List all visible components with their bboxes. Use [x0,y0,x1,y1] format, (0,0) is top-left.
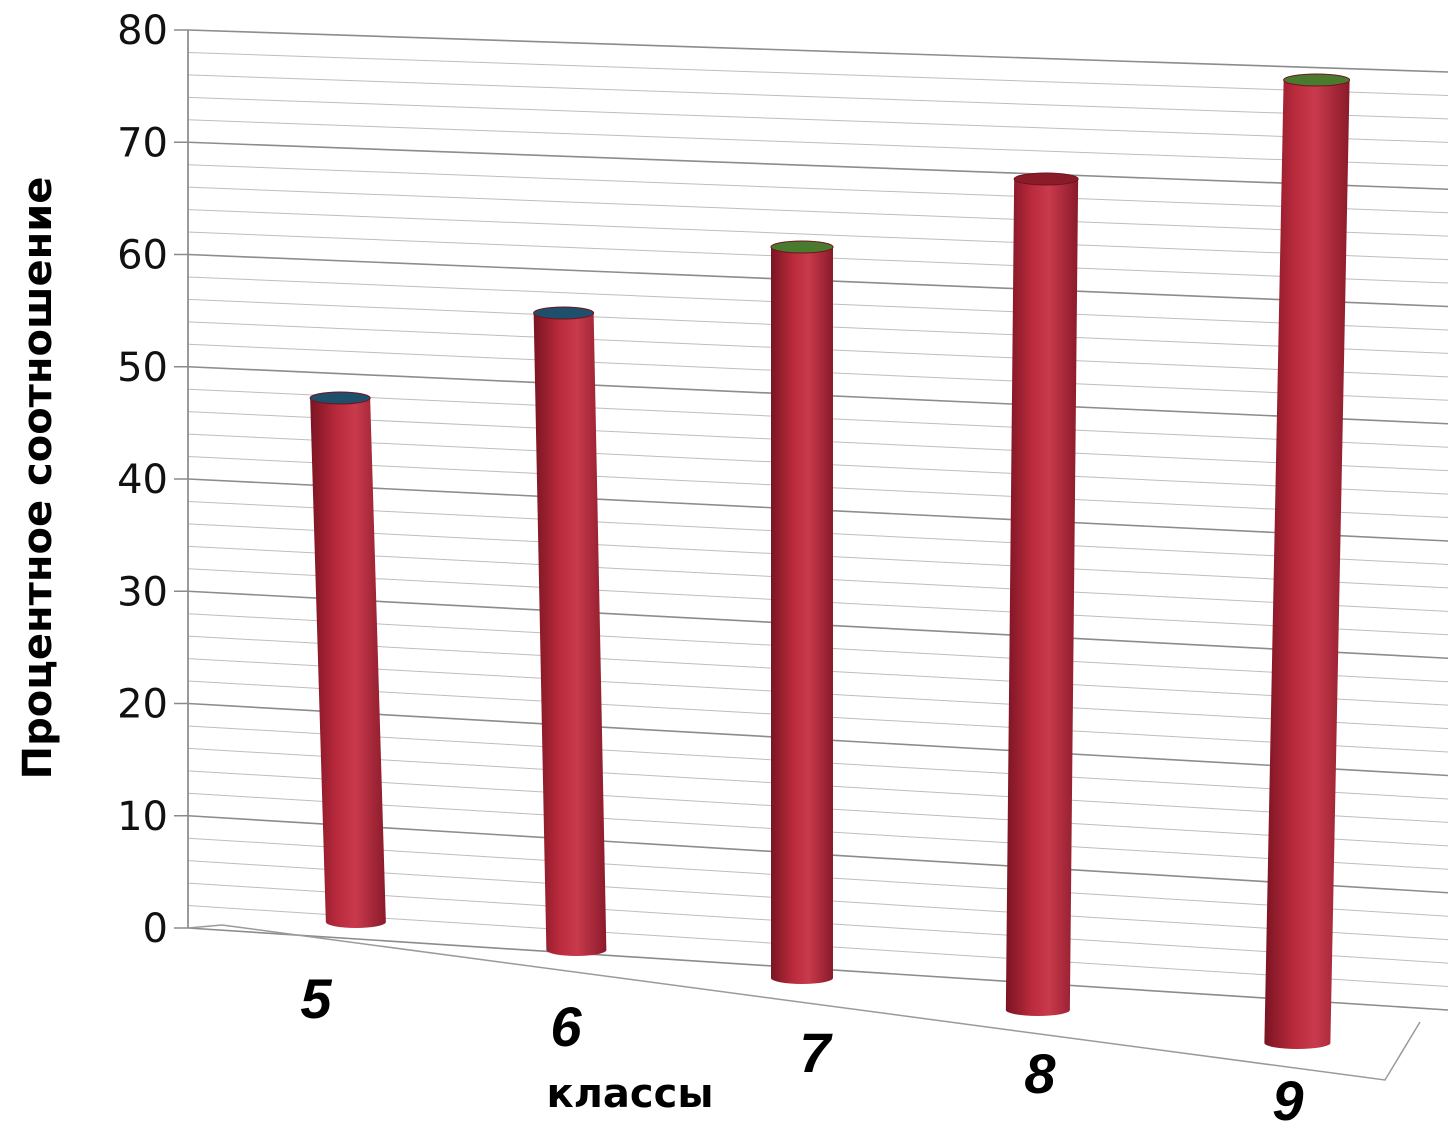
bar-cap [1013,172,1079,186]
minor-gridline [187,119,1448,167]
y-tick-label: 10 [117,794,168,840]
bar [1264,73,1351,1049]
bar-body [771,247,833,984]
minor-gridline [187,96,1448,143]
minor-gridline [187,209,1448,261]
x-tick-label: 5 [300,967,332,1030]
bar-cap [770,240,834,254]
y-tick-label: 70 [117,120,168,166]
bar-body [1264,80,1350,1049]
y-tick-label: 80 [117,8,168,54]
bar [770,240,834,984]
y-axis: 0 10 20 30 40 50 60 70 80 [117,8,189,952]
bar-cap [1283,73,1351,87]
bar [533,306,607,957]
bar-cap [533,306,595,320]
bar-body [1005,179,1079,1017]
x-tick-label: 6 [550,995,582,1058]
y-axis-title: Процентное соотношение [15,177,61,780]
bar-cap [309,391,371,405]
y-tick-label: 30 [117,569,168,615]
bar [309,391,386,928]
minor-gridline [187,74,1448,120]
bar-body [533,313,607,957]
minor-gridline [187,51,1448,96]
x-tick-label: 7 [799,1021,833,1084]
bars [309,73,1351,1049]
floor-edge [187,924,1421,1081]
bar [1005,172,1079,1017]
x-tick-label: 9 [1272,1069,1303,1123]
major-gridline [187,141,1448,191]
x-tick-label: 8 [1024,1042,1056,1105]
x-tick-labels: 5 6 7 8 9 [300,967,1303,1123]
minor-gridline [187,186,1448,237]
y-tick-label: 60 [117,233,168,279]
y-tick-label: 40 [117,457,168,503]
y-tick-label: 0 [143,906,168,952]
major-gridline [187,29,1448,73]
y-tick-label: 20 [117,682,168,728]
minor-gridline [187,164,1448,214]
bar-body [310,398,386,928]
y-tick-label: 50 [117,345,168,391]
x-axis-title: классы [546,1071,713,1117]
